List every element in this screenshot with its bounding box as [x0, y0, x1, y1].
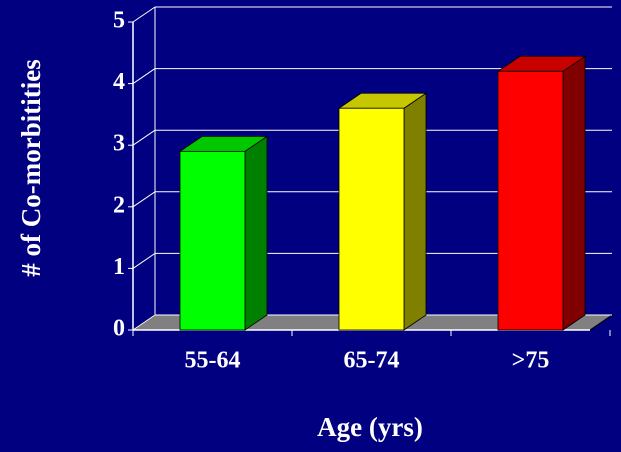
grid-line: [132, 252, 156, 269]
grid-line: [132, 68, 156, 85]
x-tick-label: 55-64: [185, 348, 241, 374]
y-tick-label: 0: [113, 316, 125, 342]
bar: [179, 150, 246, 331]
grid-line: [132, 129, 156, 146]
grid-line: [132, 191, 156, 208]
x-axis-label: Age (yrs): [317, 412, 423, 442]
bar: [338, 107, 405, 331]
bar: [497, 70, 564, 331]
y-tick-label: 2: [113, 192, 125, 218]
bar-side: [403, 92, 427, 331]
y-tick-label: 3: [113, 131, 125, 157]
y-tick-label: 5: [113, 8, 125, 34]
x-tick-label: 65-74: [344, 348, 400, 374]
y-tick-label: 1: [113, 254, 125, 280]
grid-line: [132, 314, 156, 331]
grid-line: [132, 6, 156, 23]
bar-side: [562, 55, 586, 331]
bar-side: [244, 135, 268, 331]
x-tick-label: >75: [512, 348, 550, 374]
y-axis-label: # of Co-morbitities: [16, 59, 46, 276]
y-tick-label: 4: [113, 69, 125, 95]
